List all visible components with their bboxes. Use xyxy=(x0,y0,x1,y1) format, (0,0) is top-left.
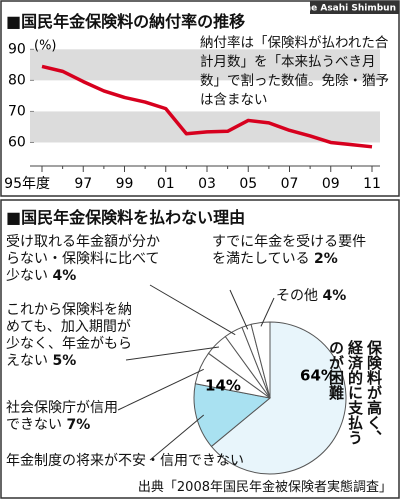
leader-line xyxy=(260,297,275,327)
slice-label: 保険料が高く、経済的に支払うのが困難 xyxy=(326,340,383,452)
line-title: ■国民年金保険料の納付率の推移 xyxy=(6,12,246,31)
value-label: 5% xyxy=(52,353,77,369)
leader-line xyxy=(149,284,236,336)
leader-line xyxy=(117,368,204,411)
pie-slice xyxy=(250,321,271,399)
value-label: 64% xyxy=(300,367,336,385)
grid-band xyxy=(30,49,380,81)
value-label: 14% xyxy=(205,377,241,395)
x-tick-label: 99 xyxy=(116,176,134,192)
top-frame xyxy=(0,0,400,197)
category-name: これから保険料を納めても、加入期間が少なく、年金がもらえない xyxy=(6,302,132,369)
slice-label: 受け取れる年金額が分からない・保険料に比べて少ない 4% xyxy=(6,234,161,285)
slice-label: その他 4% xyxy=(276,288,386,305)
category-name: その他 xyxy=(276,288,318,304)
value-label: 4% xyxy=(52,268,77,284)
value-label: 4% xyxy=(322,288,347,304)
leader-line xyxy=(125,346,220,361)
slice-label: すでに年金を受ける要件を満たしている 2% xyxy=(212,234,372,268)
annotation: 納付率は「保険料が払われた合計月数」を「本来払うべき月数」で割った数値。免除・猶… xyxy=(200,35,389,108)
title-text: 国民年金保険料を払わない理由 xyxy=(21,208,246,227)
pie-slice xyxy=(210,321,347,475)
pie-title: ■国民年金保険料を払わない理由 xyxy=(6,208,246,227)
x-tick-label: 97 xyxy=(74,176,92,192)
pie-slice xyxy=(193,383,272,448)
category-name: 受け取れる年金額が分からない・保険料に比べて少ない xyxy=(6,234,160,284)
slice-label: これから保険料を納めても、加入期間が少なく、年金がもらえない 5% xyxy=(6,302,134,370)
y-unit: (%) xyxy=(34,39,57,54)
leader-line xyxy=(149,414,205,461)
x-tick-label: 11 xyxy=(363,176,381,192)
y-tick-label: 60 xyxy=(8,134,26,150)
credit: The Asahi Shimbun xyxy=(299,4,396,14)
slice-label: 社会保険庁が信用できない 7% xyxy=(6,400,131,434)
x-tick-label: 03 xyxy=(198,176,216,192)
y-tick-label: 70 xyxy=(8,103,26,119)
y-tick-label: 90 xyxy=(8,41,26,57)
category-name: 年金制度の将来が不安・信用できない xyxy=(6,453,244,469)
credit-bg xyxy=(310,1,399,14)
category-name: 社会保険庁が信用できない xyxy=(6,400,118,433)
slice-label: 年金制度の将来が不安・信用できない xyxy=(6,453,346,470)
leader-line xyxy=(229,289,249,330)
x-tick-label: 05 xyxy=(239,176,257,192)
x-tick-label: 01 xyxy=(157,176,175,192)
x-tick-label: 07 xyxy=(281,176,299,192)
grid-band xyxy=(30,111,380,143)
value-label: 2% xyxy=(314,251,338,267)
x-tick-label: 95年度 xyxy=(4,176,50,192)
source: 出典「2008年国民年金被保険者実態調査」 xyxy=(137,480,392,495)
category-name: すでに年金を受ける要件を満たしている xyxy=(212,234,367,267)
y-tick-label: 80 xyxy=(8,72,26,88)
line xyxy=(41,64,373,149)
x-tick-label: 09 xyxy=(322,176,340,192)
bottom-frame xyxy=(0,199,400,499)
value-label: 7% xyxy=(66,417,91,433)
title-text: 国民年金保険料の納付率の推移 xyxy=(21,12,246,31)
category-name: 保険料が高く、経済的に支払うのが困難 xyxy=(327,340,383,445)
